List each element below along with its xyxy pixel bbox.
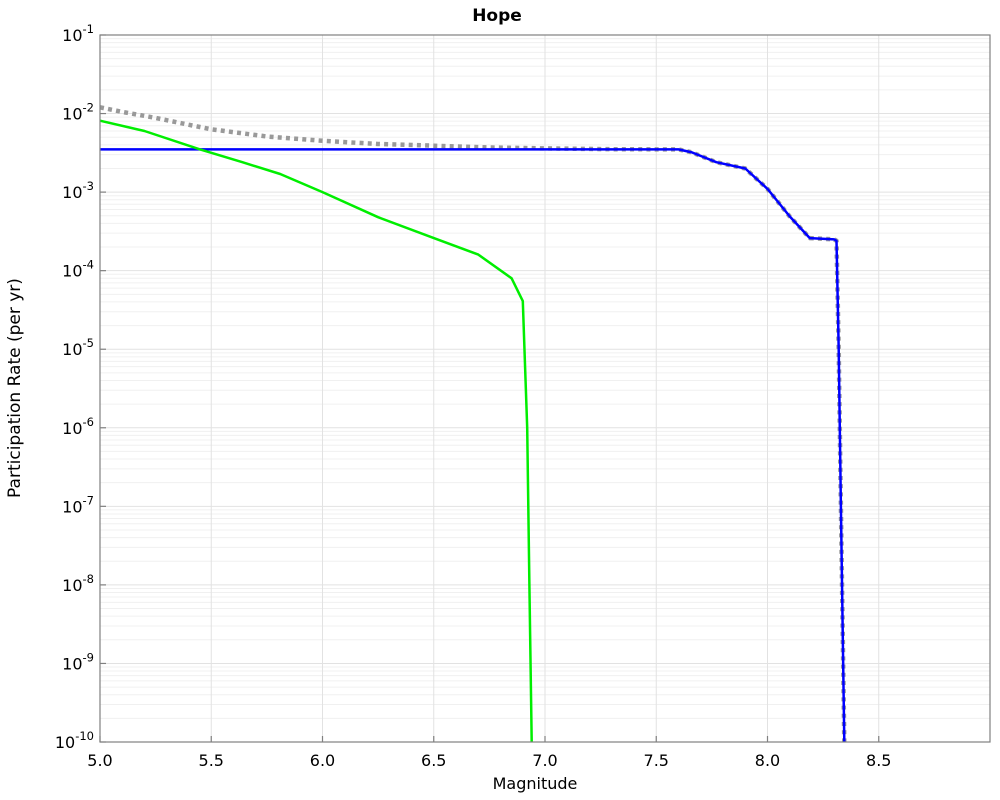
y-tick-label: 10-1 bbox=[62, 22, 94, 45]
y-tick-label: 10-4 bbox=[62, 258, 94, 281]
x-tick-label: 5.0 bbox=[87, 751, 112, 770]
gridlines-major bbox=[100, 35, 990, 742]
plot-series bbox=[99, 105, 847, 743]
x-axis-label: Magnitude bbox=[493, 774, 578, 793]
series-green-rate-solid-line bbox=[99, 119, 533, 743]
y-tick-label: 10-3 bbox=[62, 179, 94, 202]
axis-ticks bbox=[99, 34, 880, 743]
x-tick-label: 7.0 bbox=[532, 751, 557, 770]
y-tick-labels: 10-1 10-2 10-3 10-4 10-5 10-6 10-7 10-8 10-9 10-1… bbox=[55, 22, 94, 752]
y-tick-label: 10-7 bbox=[62, 493, 94, 516]
y-tick-label: 10-9 bbox=[62, 650, 94, 673]
y-tick-label: 10-2 bbox=[62, 101, 94, 124]
x-tick-label: 6.5 bbox=[421, 751, 446, 770]
x-tick-label: 6.0 bbox=[310, 751, 335, 770]
x-tick-labels: 5.0 5.5 6.0 6.5 7.0 7.5 8.0 8.5 bbox=[87, 751, 891, 770]
y-tick-label: 10-8 bbox=[62, 572, 94, 595]
y-tick-label: 10-10 bbox=[55, 729, 94, 752]
y-axis-label: Participation Rate (per yr) bbox=[5, 278, 25, 498]
y-tick-label: 10-6 bbox=[62, 415, 94, 438]
x-tick-label: 7.5 bbox=[644, 751, 669, 770]
chart-title: Hope bbox=[472, 6, 522, 26]
x-tick-label: 8.0 bbox=[755, 751, 780, 770]
y-tick-label: 10-5 bbox=[62, 336, 94, 359]
x-tick-label: 8.5 bbox=[866, 751, 891, 770]
x-tick-label: 5.5 bbox=[199, 751, 224, 770]
series-blue-rate-solid-line bbox=[100, 148, 846, 743]
